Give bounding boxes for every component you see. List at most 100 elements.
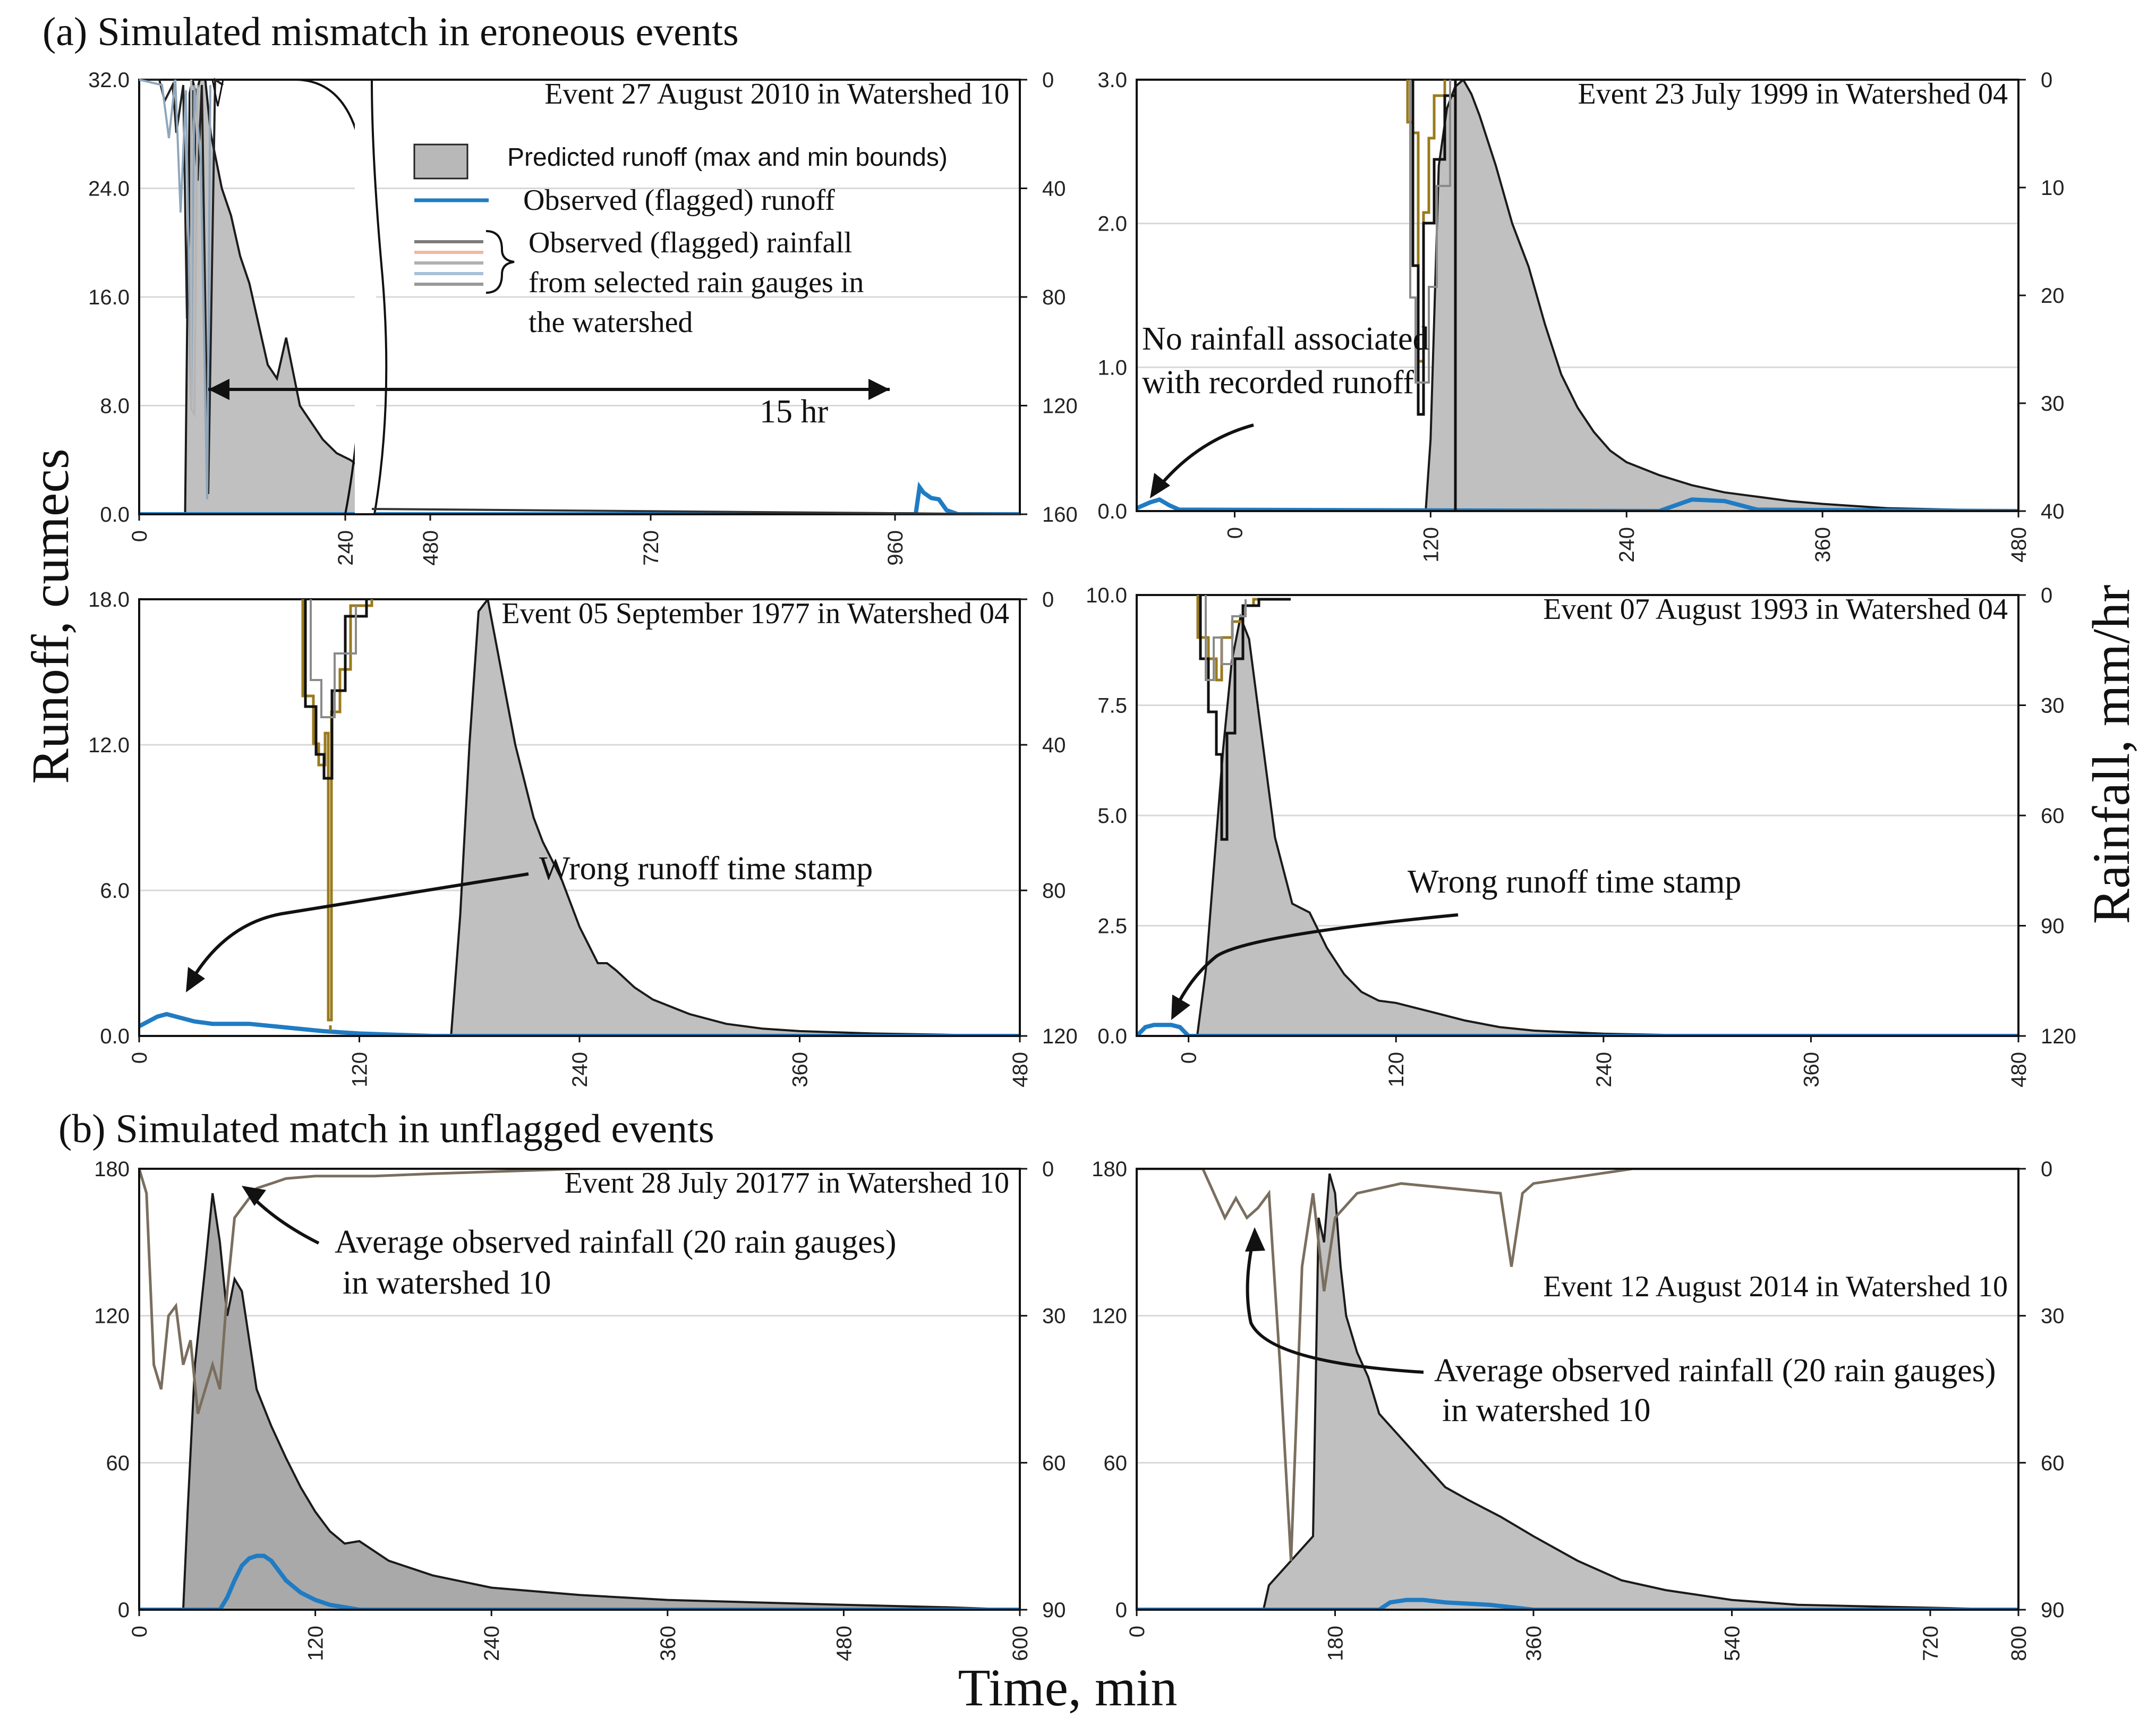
rain-gauge-trace — [301, 599, 373, 1022]
x-tick-label: 360 — [1811, 527, 1835, 563]
norain-arrow — [1154, 423, 1254, 492]
panel-title: Event 28 July 20177 in Watershed 10 — [565, 1167, 1009, 1200]
x-tick-label: 240 — [568, 1052, 592, 1087]
predicted-runoff-line — [139, 1193, 1020, 1610]
y-tick-label: 0.0 — [100, 503, 130, 526]
x-tick-label: 360 — [1800, 1052, 1823, 1087]
plot-area — [1137, 613, 2018, 1036]
wrong-ts-arrow-p3 — [187, 872, 529, 987]
hr15-label: 15 hr — [760, 394, 829, 430]
y-axis-left-title: Runoff, cumecs — [21, 448, 80, 784]
observed-runoff-line — [139, 1012, 1020, 1036]
y-tick-label: 0.0 — [1097, 500, 1127, 523]
x-tick-label: 480 — [1009, 1052, 1032, 1087]
rain-gauge-trace — [1409, 80, 1451, 384]
y2-tick-label: 90 — [2041, 1599, 2065, 1622]
legend-rain-label-3: the watershed — [529, 306, 693, 339]
legend-predicted-label: Predicted runoff (max and min bounds) — [507, 143, 948, 172]
legend-rain-label-2: from selected rain gauges in — [529, 266, 864, 299]
panel-title: Event 07 August 1993 in Watershed 04 — [1543, 593, 2008, 626]
y-tick-label: 60 — [106, 1451, 130, 1475]
y2-tick-label: 30 — [1042, 1305, 1066, 1328]
avg-rain-label-p5-1: Average observed rainfall (20 rain gauge… — [335, 1224, 897, 1260]
panel-frame — [138, 79, 1021, 515]
y-tick-label: 32.0 — [88, 69, 130, 92]
plot-area — [139, 599, 1020, 1036]
y2-tick-label: 60 — [1042, 1451, 1066, 1475]
panel-frame — [1136, 79, 2019, 512]
y2-tick-label: 40 — [1042, 734, 1066, 757]
chart-panel-4: 0.0 2.5 5.0 7.5 10.0 0 30 60 90 120 0 120 240 360 480 E… — [1086, 584, 2076, 1087]
y-tick-label: 60 — [1104, 1451, 1128, 1475]
y-tick-label: 18.0 — [88, 588, 130, 611]
avg-rain-label-p6-1: Average observed rainfall (20 rain gauge… — [1434, 1353, 1996, 1389]
wrong-ts-label-p4: Wrong runoff time stamp — [1408, 864, 1741, 900]
y2-tick-label: 90 — [1042, 1599, 1066, 1622]
chart-panel-1: 0.0 8.0 16.0 24.0 32.0 0 40 80 120 160 0 240 480 720 9… — [88, 69, 1078, 566]
x-tick-label: 0 — [128, 1052, 151, 1064]
panel-title: Event 23 July 1999 in Watershed 04 — [1578, 78, 2008, 111]
y2-tick-label: 40 — [1042, 177, 1066, 201]
plot-area — [1137, 80, 2018, 511]
panel-title: Event 12 August 2014 in Watershed 10 — [1543, 1270, 2008, 1303]
x-tick-label: 480 — [419, 530, 442, 566]
section-a-title: (a) Simulated mismatch in eroneous event… — [42, 10, 739, 54]
x-tick-label: 540 — [1721, 1626, 1744, 1661]
y-tick-label: 1.0 — [1097, 356, 1127, 379]
avg-rain-label-p6-2: in watershed 10 — [1442, 1392, 1651, 1429]
observed-runoff-line — [1137, 1023, 2018, 1036]
y-tick-label: 0.0 — [100, 1025, 130, 1048]
x-tick-label: 720 — [1919, 1626, 1942, 1661]
y2-tick-label: 160 — [1042, 503, 1078, 526]
predicted-runoff-area — [139, 1193, 1020, 1610]
plot-area — [1137, 1169, 2018, 1610]
rain-gauge-trace — [304, 599, 368, 780]
x-tick-label: 240 — [1592, 1052, 1616, 1087]
panel-frame — [1136, 1168, 2019, 1611]
y2-tick-label: 0 — [2041, 584, 2052, 607]
predicted-runoff-area — [139, 599, 1020, 1036]
legend-rain-swatch — [414, 230, 515, 294]
y-tick-label: 0 — [118, 1599, 130, 1622]
y2-tick-label: 120 — [1042, 1025, 1078, 1048]
y2-tick-label: 120 — [1042, 395, 1078, 418]
avg-rain-arrow-p5 — [248, 1193, 320, 1245]
x-tick-label: 480 — [832, 1626, 856, 1661]
x-tick-label: 120 — [304, 1626, 328, 1661]
predicted-runoff-area — [1137, 617, 2018, 1036]
avg-rain-label-p5-2: in watershed 10 — [343, 1265, 551, 1301]
x-tick-label: 360 — [657, 1626, 680, 1661]
predicted-runoff-line — [139, 599, 1020, 1036]
x-tick-label: 240 — [1615, 527, 1639, 563]
x-tick-label: 0 — [1223, 527, 1247, 539]
y-tick-label: 0 — [1115, 1599, 1127, 1622]
predicted-runoff-area — [1137, 80, 2018, 511]
y-tick-label: 10.0 — [1086, 584, 1127, 607]
y-tick-label: 180 — [94, 1158, 130, 1181]
x-tick-label: 800 — [2007, 1626, 2031, 1661]
avg-rain-arrow-p6 — [1246, 1237, 1424, 1374]
y-tick-label: 7.5 — [1097, 694, 1127, 718]
y-tick-label: 16.0 — [88, 286, 130, 309]
x-tick-label: 240 — [480, 1626, 504, 1661]
y-tick-label: 120 — [94, 1305, 130, 1328]
x-tick-label: 960 — [884, 530, 907, 566]
panel-frame — [138, 598, 1021, 1037]
x-tick-label: 120 — [1419, 527, 1443, 563]
y2-tick-label: 0 — [2041, 1158, 2052, 1181]
y2-tick-label: 60 — [2041, 804, 2065, 828]
y2-tick-label: 10 — [2041, 176, 2065, 200]
y2-tick-label: 40 — [2041, 500, 2065, 523]
observed-runoff-line — [139, 1553, 1020, 1610]
legend-predicted-swatch — [413, 143, 468, 180]
y2-tick-label: 120 — [2041, 1025, 2076, 1048]
y2-tick-label: 80 — [1042, 879, 1066, 903]
norain-label-2: with recorded runoff — [1142, 364, 1414, 401]
y2-tick-label: 20 — [2041, 284, 2065, 308]
y-tick-label: 120 — [1092, 1305, 1127, 1328]
chart-panel-5: 0 60 120 180 0 30 60 90 0 120 240 360 480 600 Event 28… — [94, 1158, 1066, 1661]
x-tick-label: 120 — [1385, 1052, 1408, 1087]
x-tick-label: 480 — [2007, 527, 2031, 563]
y2-tick-label: 0 — [1042, 69, 1054, 92]
